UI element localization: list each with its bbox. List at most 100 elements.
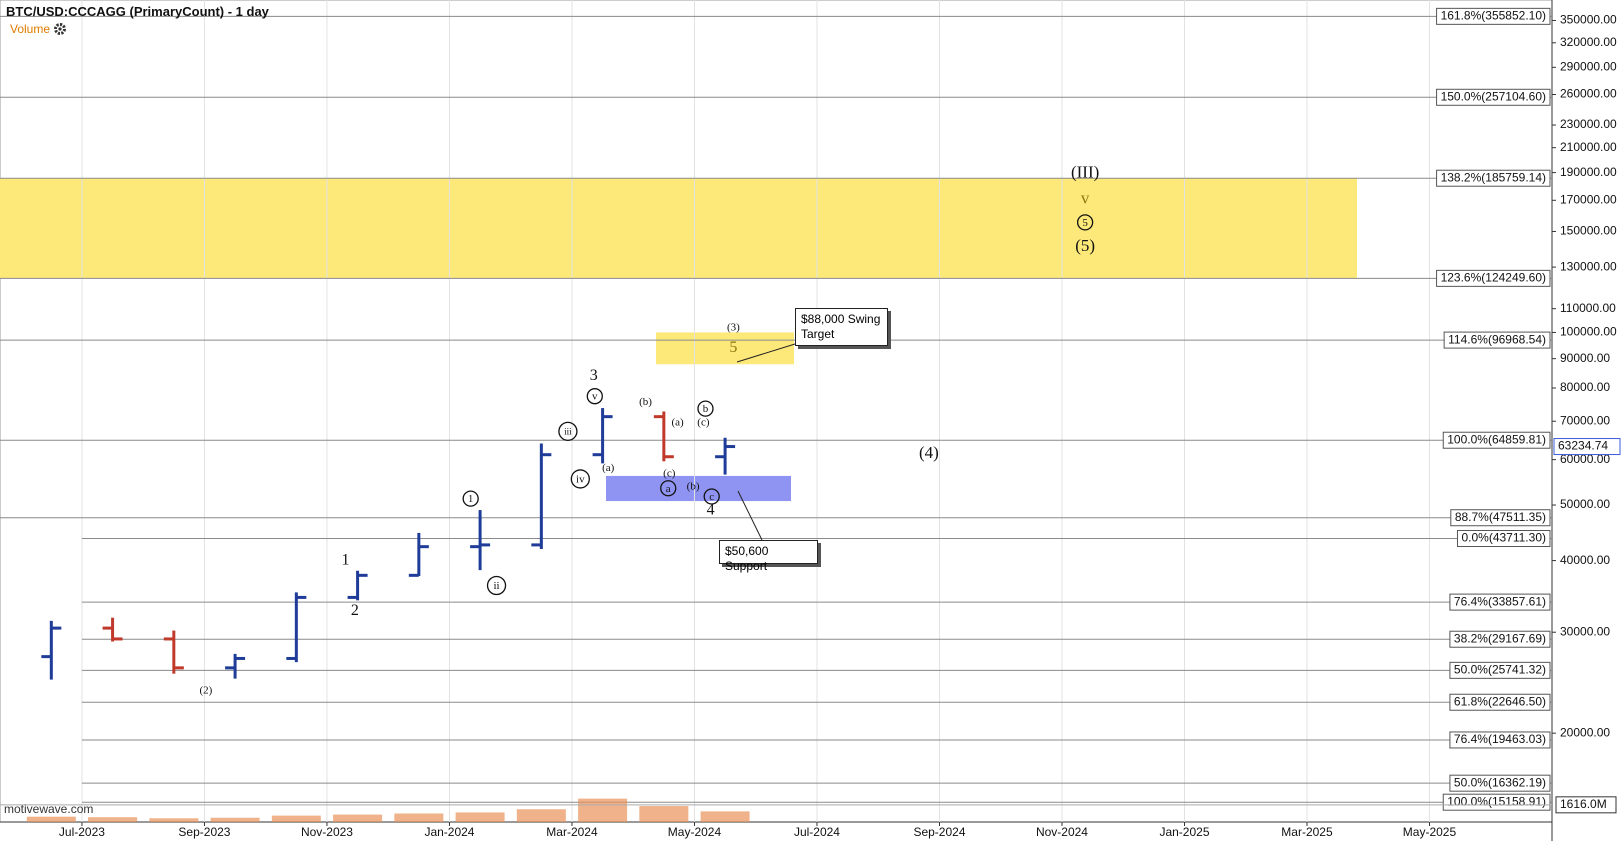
wave-label: (III)	[1071, 163, 1099, 182]
x-tick-label: Jul-2024	[794, 825, 840, 839]
wave-label: 5	[1082, 217, 1088, 229]
y-tick-label: 150000.00	[1560, 224, 1617, 238]
fib-label-box	[1449, 693, 1551, 711]
y-tick-label: 50000.00	[1560, 497, 1610, 511]
y-tick-label: 90000.00	[1560, 351, 1610, 365]
x-tick-label: Nov-2024	[1036, 825, 1088, 839]
x-tick-label: Jan-2025	[1159, 825, 1209, 839]
fib-label-box	[1436, 88, 1551, 106]
wave-label: 1	[468, 493, 474, 505]
wave-label: 4	[707, 502, 715, 519]
callout-pointer	[737, 490, 763, 541]
volume-bar	[271, 815, 321, 822]
fib-label-box	[1449, 630, 1551, 648]
y-tick-label: 30000.00	[1560, 624, 1610, 638]
x-tick-label: Mar-2024	[546, 825, 598, 839]
wave-label: 2	[351, 602, 359, 619]
y-tick-label: 100000.00	[1560, 325, 1617, 339]
wave-circle	[486, 575, 507, 596]
fib-label: 100.0%(64859.81)	[1447, 432, 1546, 446]
price-label: 63234.74	[1558, 439, 1608, 453]
wave-label: (5)	[1075, 236, 1095, 255]
y-tick-label: 320000.00	[1560, 35, 1617, 49]
wave-label: (c)	[663, 467, 676, 479]
wave-label: (b)	[639, 396, 652, 408]
wave-circle	[703, 488, 720, 505]
fib-label: 50.0%(16362.19)	[1454, 775, 1546, 789]
fib-label-box	[1442, 431, 1551, 449]
y-tick-label: 110000.00	[1560, 301, 1616, 315]
wave-label: (a)	[602, 462, 615, 474]
fib-label: 161.8%(355852.10)	[1441, 9, 1546, 23]
fib-label: 114.6%(96968.54)	[1448, 332, 1546, 346]
fib-label-box	[1449, 731, 1551, 749]
y-tick-label: 230000.00	[1560, 117, 1617, 131]
wave-circle	[660, 480, 677, 497]
fib-label: 61.8%(22646.50)	[1454, 694, 1546, 708]
y-tick-label: 40000.00	[1560, 553, 1610, 567]
wave-label: v	[1081, 189, 1090, 208]
volume-bar	[700, 811, 750, 822]
y-tick-label: 80000.00	[1560, 380, 1610, 394]
wave-label: (b)	[687, 481, 700, 493]
y-tick-label: 260000.00	[1560, 87, 1617, 101]
wave-label: (a)	[671, 417, 684, 429]
fib-label-box	[1436, 269, 1551, 287]
fib-label: 76.4%(33857.61)	[1454, 594, 1546, 608]
wave-circle	[1076, 214, 1094, 231]
callout-pointer	[736, 343, 796, 363]
fib-label-box	[1443, 331, 1551, 349]
fib-label: 88.7%(47511.35)	[1455, 510, 1546, 524]
wave-label: 3	[590, 367, 598, 384]
callout: $88,000 Swing Target	[795, 308, 888, 346]
plot-frame	[0, 0, 1553, 823]
x-tick-label: Sep-2023	[178, 825, 230, 839]
volume-bar	[333, 814, 383, 822]
volume-bar	[210, 817, 260, 822]
fib-label-box	[1449, 774, 1551, 792]
fib-label: 138.2%(185759.14)	[1441, 170, 1546, 184]
y-tick-label: 70000.00	[1560, 413, 1610, 427]
x-tick-label: May-2025	[1403, 825, 1457, 839]
study-label: Volume	[10, 22, 51, 36]
y-tick-label: 210000.00	[1560, 140, 1617, 154]
volume-bar	[578, 798, 628, 822]
x-tick-label: Mar-2025	[1281, 825, 1333, 839]
wave-label: (3)	[727, 321, 740, 333]
y-tick-label: 20000.00	[1560, 725, 1610, 739]
wave-label: 5	[729, 339, 737, 356]
fib-label: 0.0%(43711.30)	[1461, 531, 1546, 545]
fib-label: 50.0%(25741.32)	[1454, 663, 1546, 677]
wave-circle	[697, 400, 714, 417]
fib-label-box	[1449, 661, 1551, 679]
fib-label: 100.0%(15158.91)	[1447, 794, 1546, 808]
volume-bar	[26, 816, 76, 822]
wave-circle	[558, 421, 578, 442]
settings-icon[interactable]	[54, 23, 66, 35]
x-tick-label: Jul-2023	[59, 825, 105, 839]
x-tick-label: Sep-2024	[913, 825, 965, 839]
x-tick-label: Nov-2023	[301, 825, 353, 839]
volume-bar	[516, 809, 566, 822]
callout: $50,600 Support	[719, 540, 818, 573]
volume-bar	[639, 806, 689, 822]
zone	[0, 178, 1357, 279]
wave-label: ii	[493, 580, 499, 592]
y-tick-label: 190000.00	[1560, 165, 1617, 179]
zone	[606, 475, 791, 502]
wave-circle	[462, 490, 479, 507]
fib-label-box	[1436, 169, 1551, 187]
watermark: motivewave.com	[4, 802, 94, 816]
wave-label: iv	[576, 473, 585, 485]
fib-label-box	[1442, 793, 1551, 811]
volume-bar	[455, 812, 505, 822]
chart-title: BTC/USD:CCCAGG (PrimaryCount) - 1 day	[6, 4, 269, 19]
wave-label: 1	[342, 551, 350, 568]
fib-label-box	[1456, 529, 1551, 547]
wave-label: (2)	[199, 685, 212, 697]
y-tick-label: 130000.00	[1560, 259, 1617, 273]
fib-label-box	[1449, 593, 1551, 611]
y-tick-label: 350000.00	[1560, 13, 1617, 27]
